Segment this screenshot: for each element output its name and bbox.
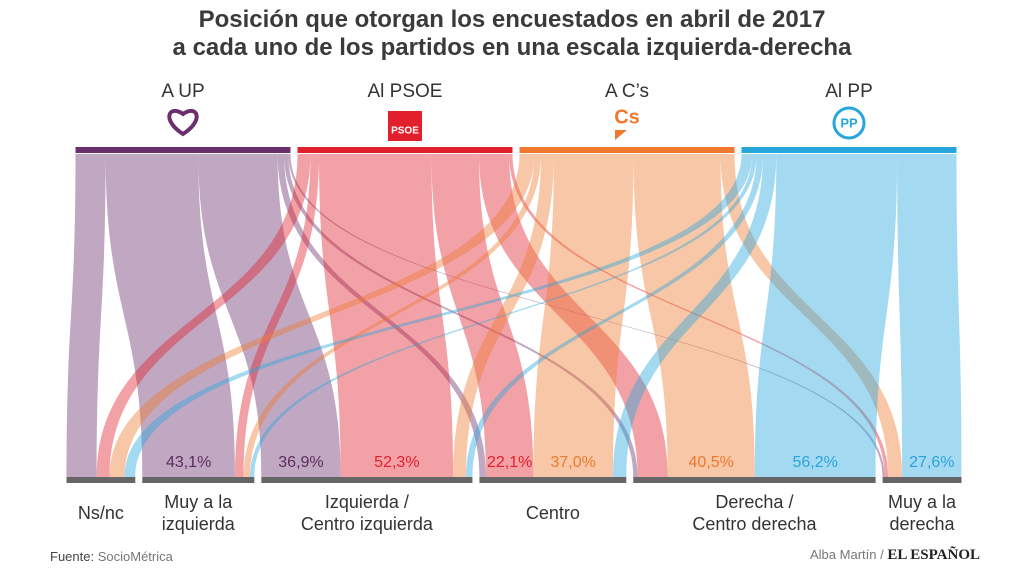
flow xyxy=(198,154,341,477)
category-label: Ns/nc xyxy=(77,503,124,523)
flow xyxy=(66,154,106,477)
category-label: Centro xyxy=(525,503,580,523)
flow xyxy=(109,154,535,477)
flow xyxy=(478,154,668,477)
flow xyxy=(234,154,319,477)
party-bar xyxy=(741,147,957,153)
party-logo xyxy=(388,111,422,141)
credit: Alba Martín / EL ESPAÑOL xyxy=(810,547,980,564)
category-bar xyxy=(633,477,876,483)
source-label: Fuente: xyxy=(50,549,95,564)
source: Fuente: SocioMétrica xyxy=(50,549,173,564)
party-label: A UP xyxy=(161,81,204,102)
party-bar xyxy=(519,147,735,153)
flow xyxy=(284,154,638,477)
party-label: Al PP xyxy=(825,81,873,102)
flow xyxy=(754,154,898,477)
chart-title: Posición que otorgan los encuestados en … xyxy=(172,6,852,61)
value-label: 22,1% xyxy=(487,454,532,471)
brand: EL ESPAÑOL xyxy=(887,547,980,563)
value-label: 43,1% xyxy=(166,454,211,471)
flow xyxy=(465,154,763,477)
value-label: 36,9% xyxy=(278,454,323,471)
party-logo-text: PSOE xyxy=(391,126,419,137)
flow xyxy=(105,154,235,477)
category-bar xyxy=(261,477,473,483)
flow xyxy=(633,154,755,477)
category-label: Muy a la izquierda xyxy=(161,492,235,534)
flow xyxy=(124,154,753,477)
party-label: Al PSOE xyxy=(368,81,443,102)
author: Alba Martín / xyxy=(810,547,884,562)
flow xyxy=(431,154,534,477)
value-label: 56,2% xyxy=(792,454,837,471)
flow xyxy=(509,154,889,477)
party-logo xyxy=(832,106,866,140)
party-bar xyxy=(75,147,291,153)
flow xyxy=(612,154,777,477)
flow xyxy=(96,154,311,477)
category-label: Muy a la derecha xyxy=(888,492,957,534)
flow xyxy=(897,154,962,477)
party-logo-text: Cs xyxy=(614,106,640,128)
party-logo xyxy=(167,108,199,137)
party-bar xyxy=(297,147,513,153)
value-label: 40,5% xyxy=(689,454,734,471)
flow xyxy=(288,154,885,477)
source-name: SocioMétrica xyxy=(97,549,173,564)
category-bar xyxy=(66,477,136,483)
category-bar xyxy=(142,477,255,483)
flow xyxy=(277,154,486,477)
flow xyxy=(250,154,757,477)
party-label: A C’s xyxy=(605,81,649,102)
category-label: Derecha / Centro derecha xyxy=(692,492,817,534)
party-logo xyxy=(615,130,627,140)
flow xyxy=(243,154,541,477)
category-bar xyxy=(479,477,627,483)
flow xyxy=(453,154,554,477)
category-label: Izquierda / Centro izquierda xyxy=(300,492,433,534)
category-bar xyxy=(882,477,962,483)
flow xyxy=(319,154,454,477)
value-label: 27,6% xyxy=(909,454,954,471)
value-label: 37,0% xyxy=(550,454,595,471)
flow xyxy=(533,154,634,477)
flow xyxy=(720,154,903,477)
party-logo-text: PP xyxy=(840,115,858,130)
value-label: 52,3% xyxy=(374,454,419,471)
